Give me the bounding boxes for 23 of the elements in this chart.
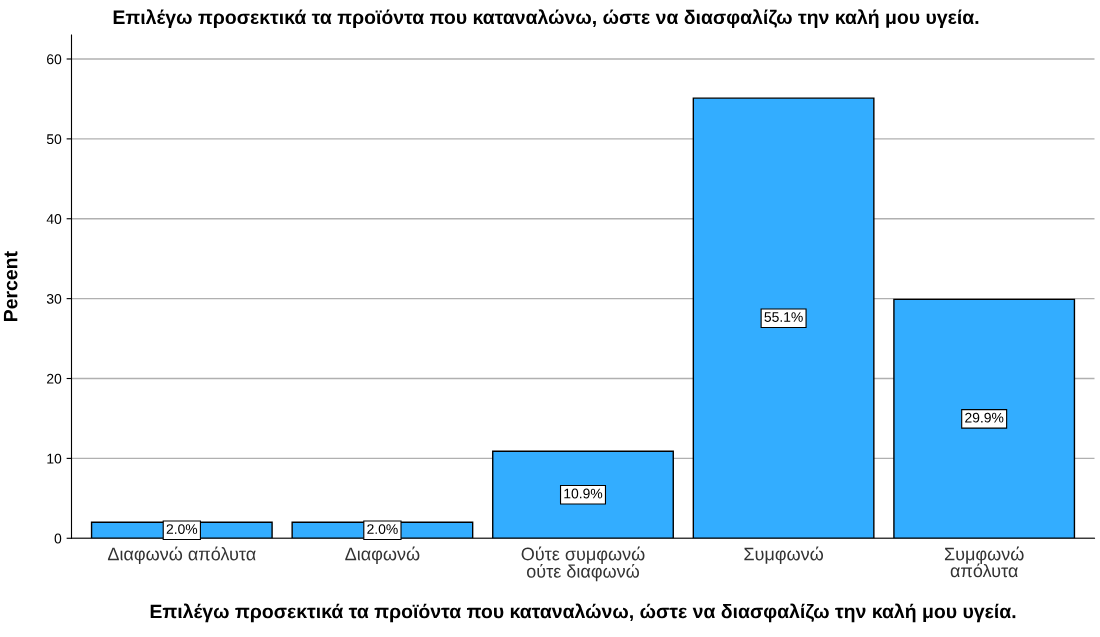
y-tick-label: 10 xyxy=(47,453,62,464)
data-label: 29.9% xyxy=(965,412,1004,423)
y-axis-title: Percent xyxy=(3,251,18,322)
bar xyxy=(492,450,674,539)
x-tick-label: Διαφωνώ xyxy=(345,546,420,564)
y-tick-label: 50 xyxy=(46,134,62,145)
data-label: 2.0% xyxy=(367,524,398,535)
x-tick-label: Διαφωνώ απόλυτα xyxy=(107,546,256,564)
y-tick-label: 0 xyxy=(54,533,62,544)
x-axis-title: Επιλέγω προσεκτικά τα προϊόντα που καταναλώνω, ώστε να διασφαλίζω την καλή μου υγεία. xyxy=(150,603,1016,623)
data-label: 2.0% xyxy=(166,524,198,535)
x-tick-label: Συμφωνώ απόλυτα xyxy=(944,546,1024,578)
y-tick-label: 20 xyxy=(47,373,62,384)
x-tick-label: Ούτε συμφωνώ ούτε διαφωνώ xyxy=(521,546,645,582)
y-tick-label: 40 xyxy=(46,214,62,224)
data-label: 55.1% xyxy=(764,312,803,322)
y-tick-label: 30 xyxy=(46,293,62,304)
y-tick-label: 60 xyxy=(47,54,62,65)
bar xyxy=(893,298,1076,539)
x-tick-label: Συμφωνώ xyxy=(744,546,824,564)
bar xyxy=(692,97,875,539)
chart-title: Επιλέγω προσεκτικά τα προϊόντα που καταναλώνω, ώστε να διασφαλίζω την καλή μου υγεία. xyxy=(113,9,979,28)
data-label: 10.9% xyxy=(564,488,603,499)
